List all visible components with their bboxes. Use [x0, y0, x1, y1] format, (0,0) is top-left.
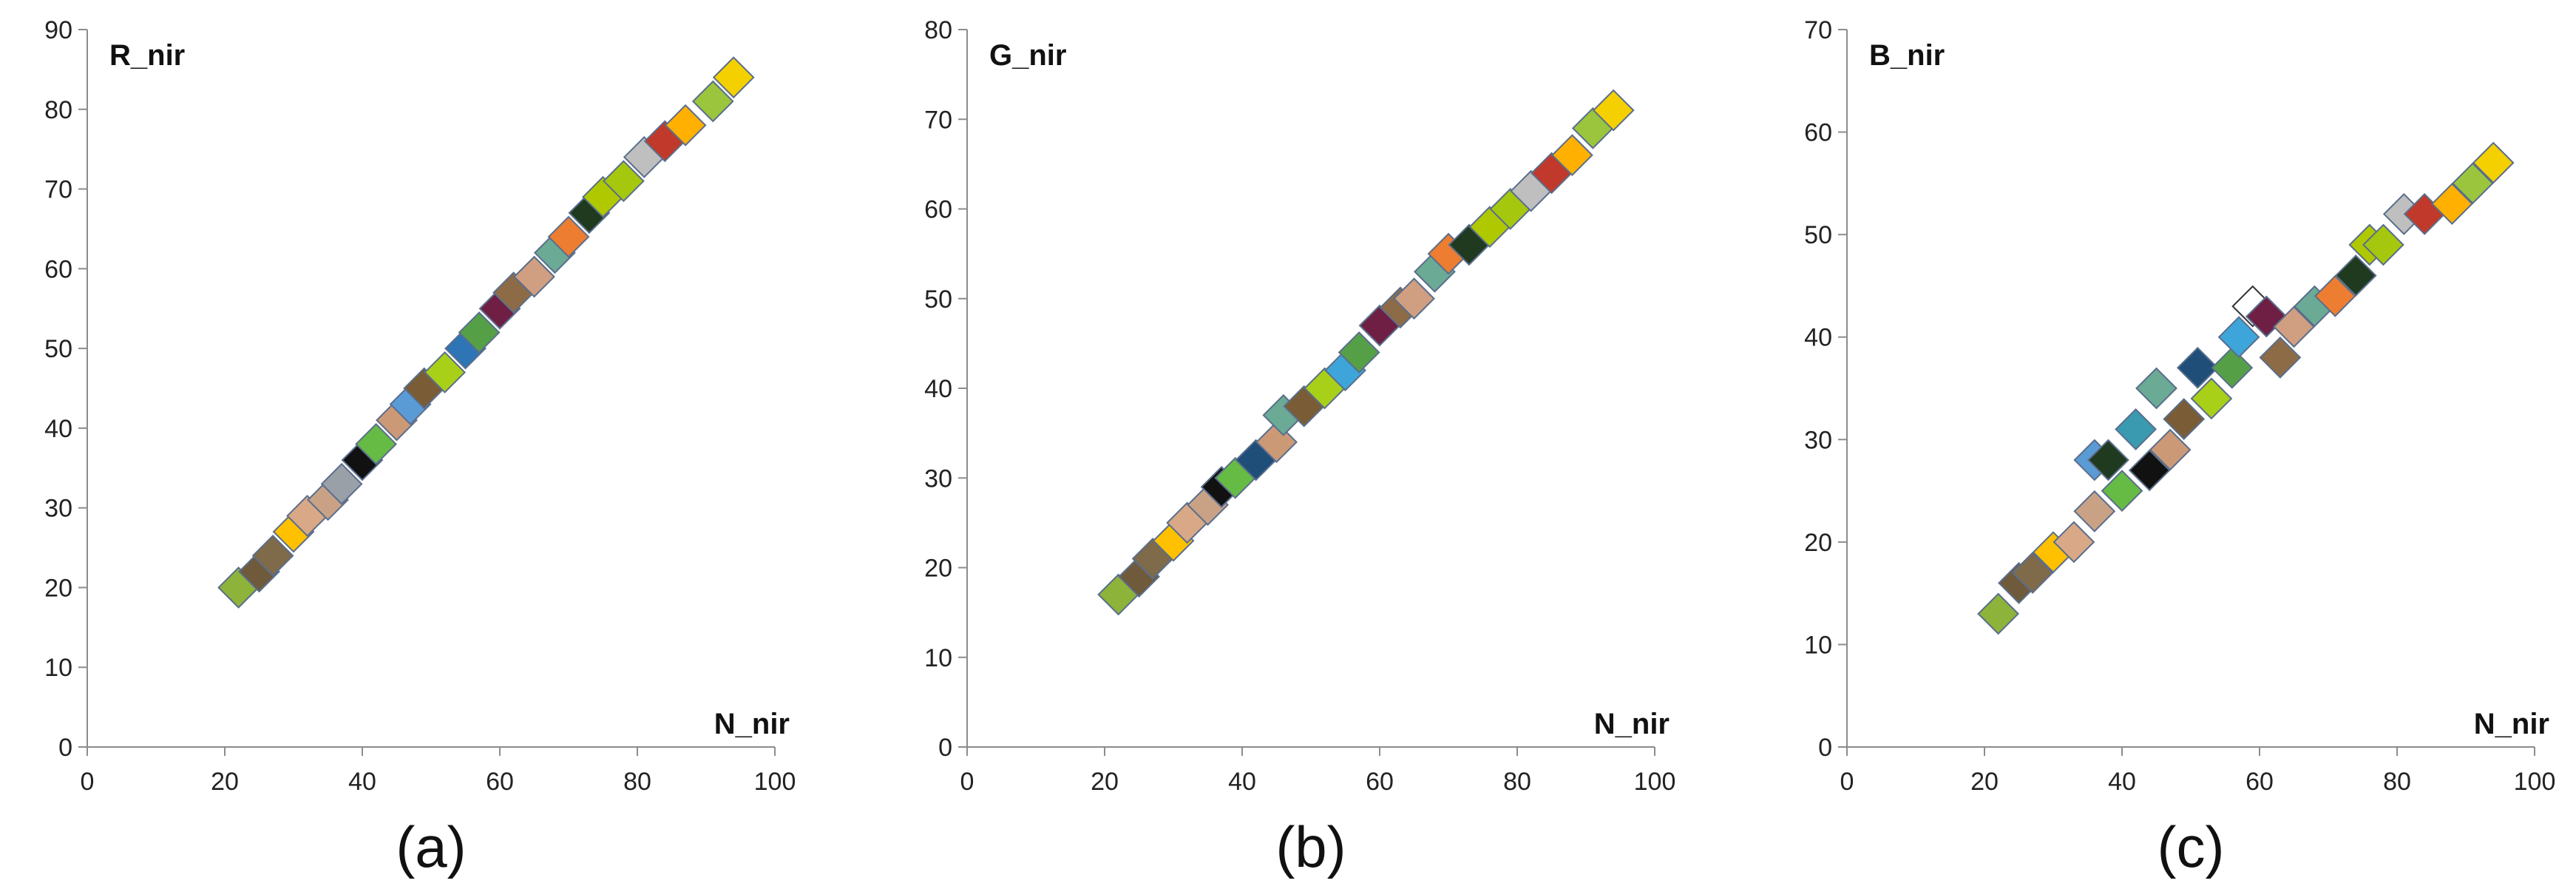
x-tick-label: 20 [1091, 768, 1119, 796]
data-point [1977, 592, 2020, 635]
x-tick-label: 100 [754, 768, 796, 796]
chart-panel-2: 0 10 20 30 40 50 60 70 80 0 20 40 60 80 100 G_nir N_nir (… [924, 16, 1675, 879]
y-tick-label: 10 [1804, 631, 1832, 659]
x-tick-label: 80 [1503, 768, 1531, 796]
data-point [2273, 305, 2315, 348]
x-tick-label: 0 [1840, 768, 1854, 796]
data-point [1550, 134, 1593, 177]
y-tick-label: 50 [44, 335, 72, 363]
data-point [2149, 428, 2192, 471]
data-point [664, 104, 707, 146]
y-tick-label: 20 [44, 574, 72, 602]
data-point [2163, 398, 2206, 440]
data-point [2101, 470, 2143, 512]
y-tick-label: 0 [938, 734, 952, 762]
x-tick-label: 100 [1634, 768, 1676, 796]
y-tick-label: 30 [924, 464, 952, 493]
y-tick-label: 40 [1804, 324, 1832, 352]
data-point [1338, 331, 1380, 373]
data-point [691, 80, 734, 123]
y-tick-label: 90 [44, 16, 72, 44]
x-tick-label: 60 [1366, 768, 1394, 796]
data-point [2128, 449, 2171, 492]
y-tick-label: 60 [1804, 119, 1832, 147]
data-point [251, 534, 294, 577]
x-tick-label: 0 [81, 768, 95, 796]
data-point [2314, 274, 2356, 317]
y-tick-label: 60 [44, 255, 72, 283]
data-point [2472, 141, 2515, 184]
data-point [2211, 346, 2254, 389]
x-tick-label: 40 [1228, 768, 1256, 796]
data-point [320, 462, 363, 505]
x-tick-label: 20 [1970, 768, 1999, 796]
panel-caption: (a) [396, 814, 466, 879]
x-tick-label: 40 [2108, 768, 2136, 796]
y-tick-label: 0 [1818, 734, 1832, 762]
data-point [355, 423, 398, 465]
x-axis-label: N_nir [2474, 708, 2549, 740]
y-tick-label: 80 [924, 16, 952, 44]
y-tick-label: 20 [924, 555, 952, 583]
x-tick-label: 60 [486, 768, 514, 796]
data-point [547, 215, 590, 258]
data-point [1393, 277, 1435, 320]
data-point [1592, 89, 1635, 132]
data-point [2053, 521, 2095, 564]
y-tick-label: 70 [1804, 16, 1832, 44]
y-tick-label: 50 [1804, 221, 1832, 249]
x-tick-label: 80 [2383, 768, 2411, 796]
data-point [2176, 346, 2219, 389]
x-tick-label: 100 [2514, 768, 2556, 796]
y-tick-label: 50 [924, 285, 952, 314]
data-point [424, 351, 467, 393]
x-tick-label: 40 [348, 768, 376, 796]
data-point [2190, 377, 2233, 420]
data-point [2135, 367, 2177, 410]
data-point [458, 311, 501, 354]
data-point [2334, 254, 2377, 297]
y-tick-label: 10 [924, 644, 952, 672]
y-tick-label: 30 [1804, 426, 1832, 454]
y-tick-label: 20 [1804, 529, 1832, 557]
y-tick-label: 80 [44, 96, 72, 124]
y-tick-label: 70 [44, 176, 72, 204]
y-tick-label: 10 [44, 654, 72, 682]
data-point [2217, 316, 2260, 359]
data-point [2011, 552, 2054, 594]
x-tick-label: 80 [623, 768, 651, 796]
y-tick-label: 60 [924, 196, 952, 224]
data-point [513, 255, 555, 298]
data-point [2362, 223, 2404, 266]
chart-panel-1: 0 10 20 30 40 50 60 70 80 90 0 20 40 60 80 100 R_nir N_ni… [44, 16, 796, 879]
data-point [2430, 183, 2473, 225]
x-tick-label: 60 [2245, 768, 2274, 796]
y-tick-label: 40 [44, 415, 72, 443]
chart-panel-3: 0 10 20 30 40 50 60 70 0 20 40 60 80 100 B_nir N_nir (c) [1804, 16, 2555, 879]
data-point [712, 56, 755, 99]
y-tick-label: 0 [58, 734, 72, 762]
y-axis-label: B_nir [1869, 39, 1945, 72]
y-tick-label: 30 [44, 495, 72, 523]
x-axis-label: N_nir [714, 708, 790, 740]
data-point [2115, 408, 2158, 450]
data-point [2087, 439, 2129, 481]
data-point [2259, 337, 2302, 379]
y-tick-label: 70 [924, 106, 952, 134]
y-axis-label: R_nir [109, 39, 185, 72]
y-tick-label: 40 [924, 375, 952, 403]
y-axis-label: G_nir [989, 39, 1066, 72]
data-point [2451, 162, 2494, 205]
x-tick-label: 20 [211, 768, 239, 796]
x-axis-label: N_nir [1594, 708, 1670, 740]
data-point [602, 160, 645, 203]
panel-caption: (c) [2158, 814, 2225, 879]
x-tick-label: 0 [960, 768, 975, 796]
data-point [2073, 490, 2116, 533]
panel-caption: (b) [1275, 814, 1346, 879]
